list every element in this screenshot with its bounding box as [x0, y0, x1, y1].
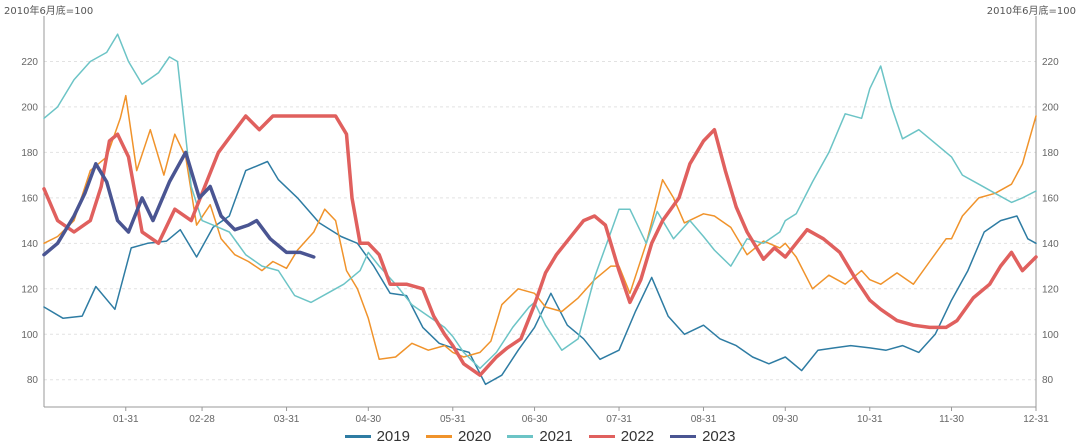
x-tick-label: 09-30 — [772, 414, 798, 425]
x-tick-label: 03-31 — [274, 414, 300, 425]
x-tick-label: 06-30 — [522, 414, 548, 425]
y-tick-label-left: 220 — [21, 57, 38, 68]
legend-item-2021[interactable]: 2021 — [507, 428, 573, 445]
y-tick-label-left: 180 — [21, 148, 38, 159]
legend-item-2023[interactable]: 2023 — [670, 428, 735, 445]
x-tick-label: 11-30 — [939, 414, 964, 425]
x-tick-label: 10-31 — [857, 414, 883, 425]
legend-swatch — [425, 435, 452, 438]
legend-swatch — [507, 435, 534, 438]
y-axis-unit-right: 2010年6月底=100 — [986, 6, 1076, 17]
legend-swatch — [670, 435, 697, 438]
legend-label: 2021 — [539, 428, 573, 445]
legend-label: 2019 — [376, 428, 410, 445]
y-tick-label-right: 120 — [1042, 284, 1059, 295]
x-tick-label: 01-31 — [113, 414, 139, 425]
legend-label: 2020 — [457, 428, 492, 445]
series-line-2019 — [43, 160, 1037, 386]
y-tick-label-right: 180 — [1042, 148, 1059, 159]
x-tick-label: 07-31 — [606, 414, 632, 425]
series-line-2021 — [43, 33, 1037, 370]
legend-item-2020[interactable]: 2020 — [425, 428, 492, 445]
y-tick-label-left: 80 — [27, 375, 39, 386]
x-tick-label: 08-31 — [691, 414, 717, 425]
x-tick-label: 05-31 — [440, 414, 466, 425]
series-line-2020 — [43, 94, 1037, 361]
legend-item-2019[interactable]: 2019 — [344, 428, 410, 445]
x-tick-label: 04-30 — [356, 414, 382, 425]
chart-legend: 2019 2020 2021 2022 2023 — [0, 428, 1080, 445]
y-tick-label-right: 160 — [1042, 193, 1059, 204]
y-tick-label-right: 100 — [1042, 330, 1059, 341]
legend-item-2022[interactable]: 2022 — [588, 428, 655, 445]
y-tick-label-right: 80 — [1042, 375, 1054, 386]
y-axis-unit-left: 2010年6月底=100 — [4, 6, 94, 17]
series-line-2022 — [42, 114, 1038, 377]
y-tick-label-left: 100 — [21, 330, 38, 341]
y-tick-label-right: 220 — [1042, 57, 1059, 68]
y-tick-label-right: 140 — [1042, 239, 1059, 250]
y-tick-label-left: 140 — [21, 239, 38, 250]
x-tick-label: 12-31 — [1023, 414, 1049, 425]
legend-swatch — [588, 435, 615, 438]
legend-label: 2023 — [702, 428, 736, 445]
y-tick-label-right: 200 — [1042, 102, 1059, 113]
y-tick-label-left: 160 — [21, 193, 38, 204]
legend-swatch — [344, 435, 371, 438]
y-tick-label-left: 120 — [21, 284, 38, 295]
x-tick-label: 02-28 — [189, 414, 215, 425]
legend-label: 2022 — [620, 428, 655, 445]
y-tick-label-left: 200 — [21, 102, 38, 113]
series-line-2023 — [42, 150, 316, 259]
